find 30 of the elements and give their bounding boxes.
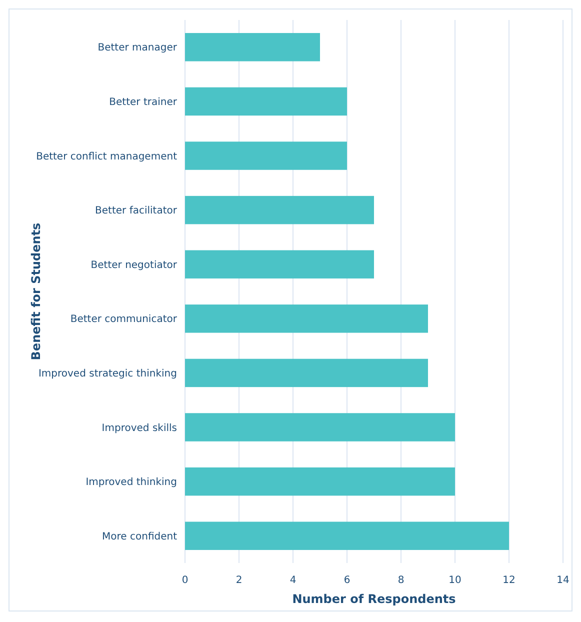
x-tick-label: 14 — [556, 575, 570, 586]
y-tick-label: Better negotiator — [90, 260, 178, 271]
bar — [185, 358, 428, 388]
x-tick-label: 6 — [344, 575, 350, 586]
x-axis-title: Number of Respondents — [292, 592, 456, 606]
y-tick-label: Better conflict management — [36, 151, 178, 162]
y-tick-label: Better trainer — [109, 96, 178, 108]
x-tick-label: 10 — [448, 575, 462, 586]
y-tick-label: Improved skills — [102, 422, 177, 434]
y-tick-label: More confident — [102, 531, 178, 542]
bar — [185, 250, 374, 278]
bar — [185, 304, 428, 333]
y-tick-label: Better manager — [98, 42, 178, 54]
x-tick-label: 4 — [290, 575, 296, 586]
bar — [185, 142, 347, 170]
x-tick-label: 0 — [182, 575, 188, 586]
bar — [185, 87, 347, 116]
y-tick-label: Better communicator — [70, 314, 178, 326]
y-tick-label: Improved strategic thinking — [38, 368, 177, 380]
x-tick-label: 2 — [236, 575, 242, 586]
bar — [185, 196, 374, 224]
bar — [185, 467, 455, 496]
x-tick-label: 12 — [502, 575, 516, 586]
y-tick-label: Improved thinking — [86, 477, 177, 488]
x-tick-label: 8 — [398, 575, 404, 586]
bar — [185, 33, 320, 62]
bar — [185, 413, 455, 442]
y-tick-label: Better facilitator — [95, 206, 178, 217]
bar — [185, 522, 509, 550]
y-axis-title: Benefit for Students — [29, 222, 43, 360]
